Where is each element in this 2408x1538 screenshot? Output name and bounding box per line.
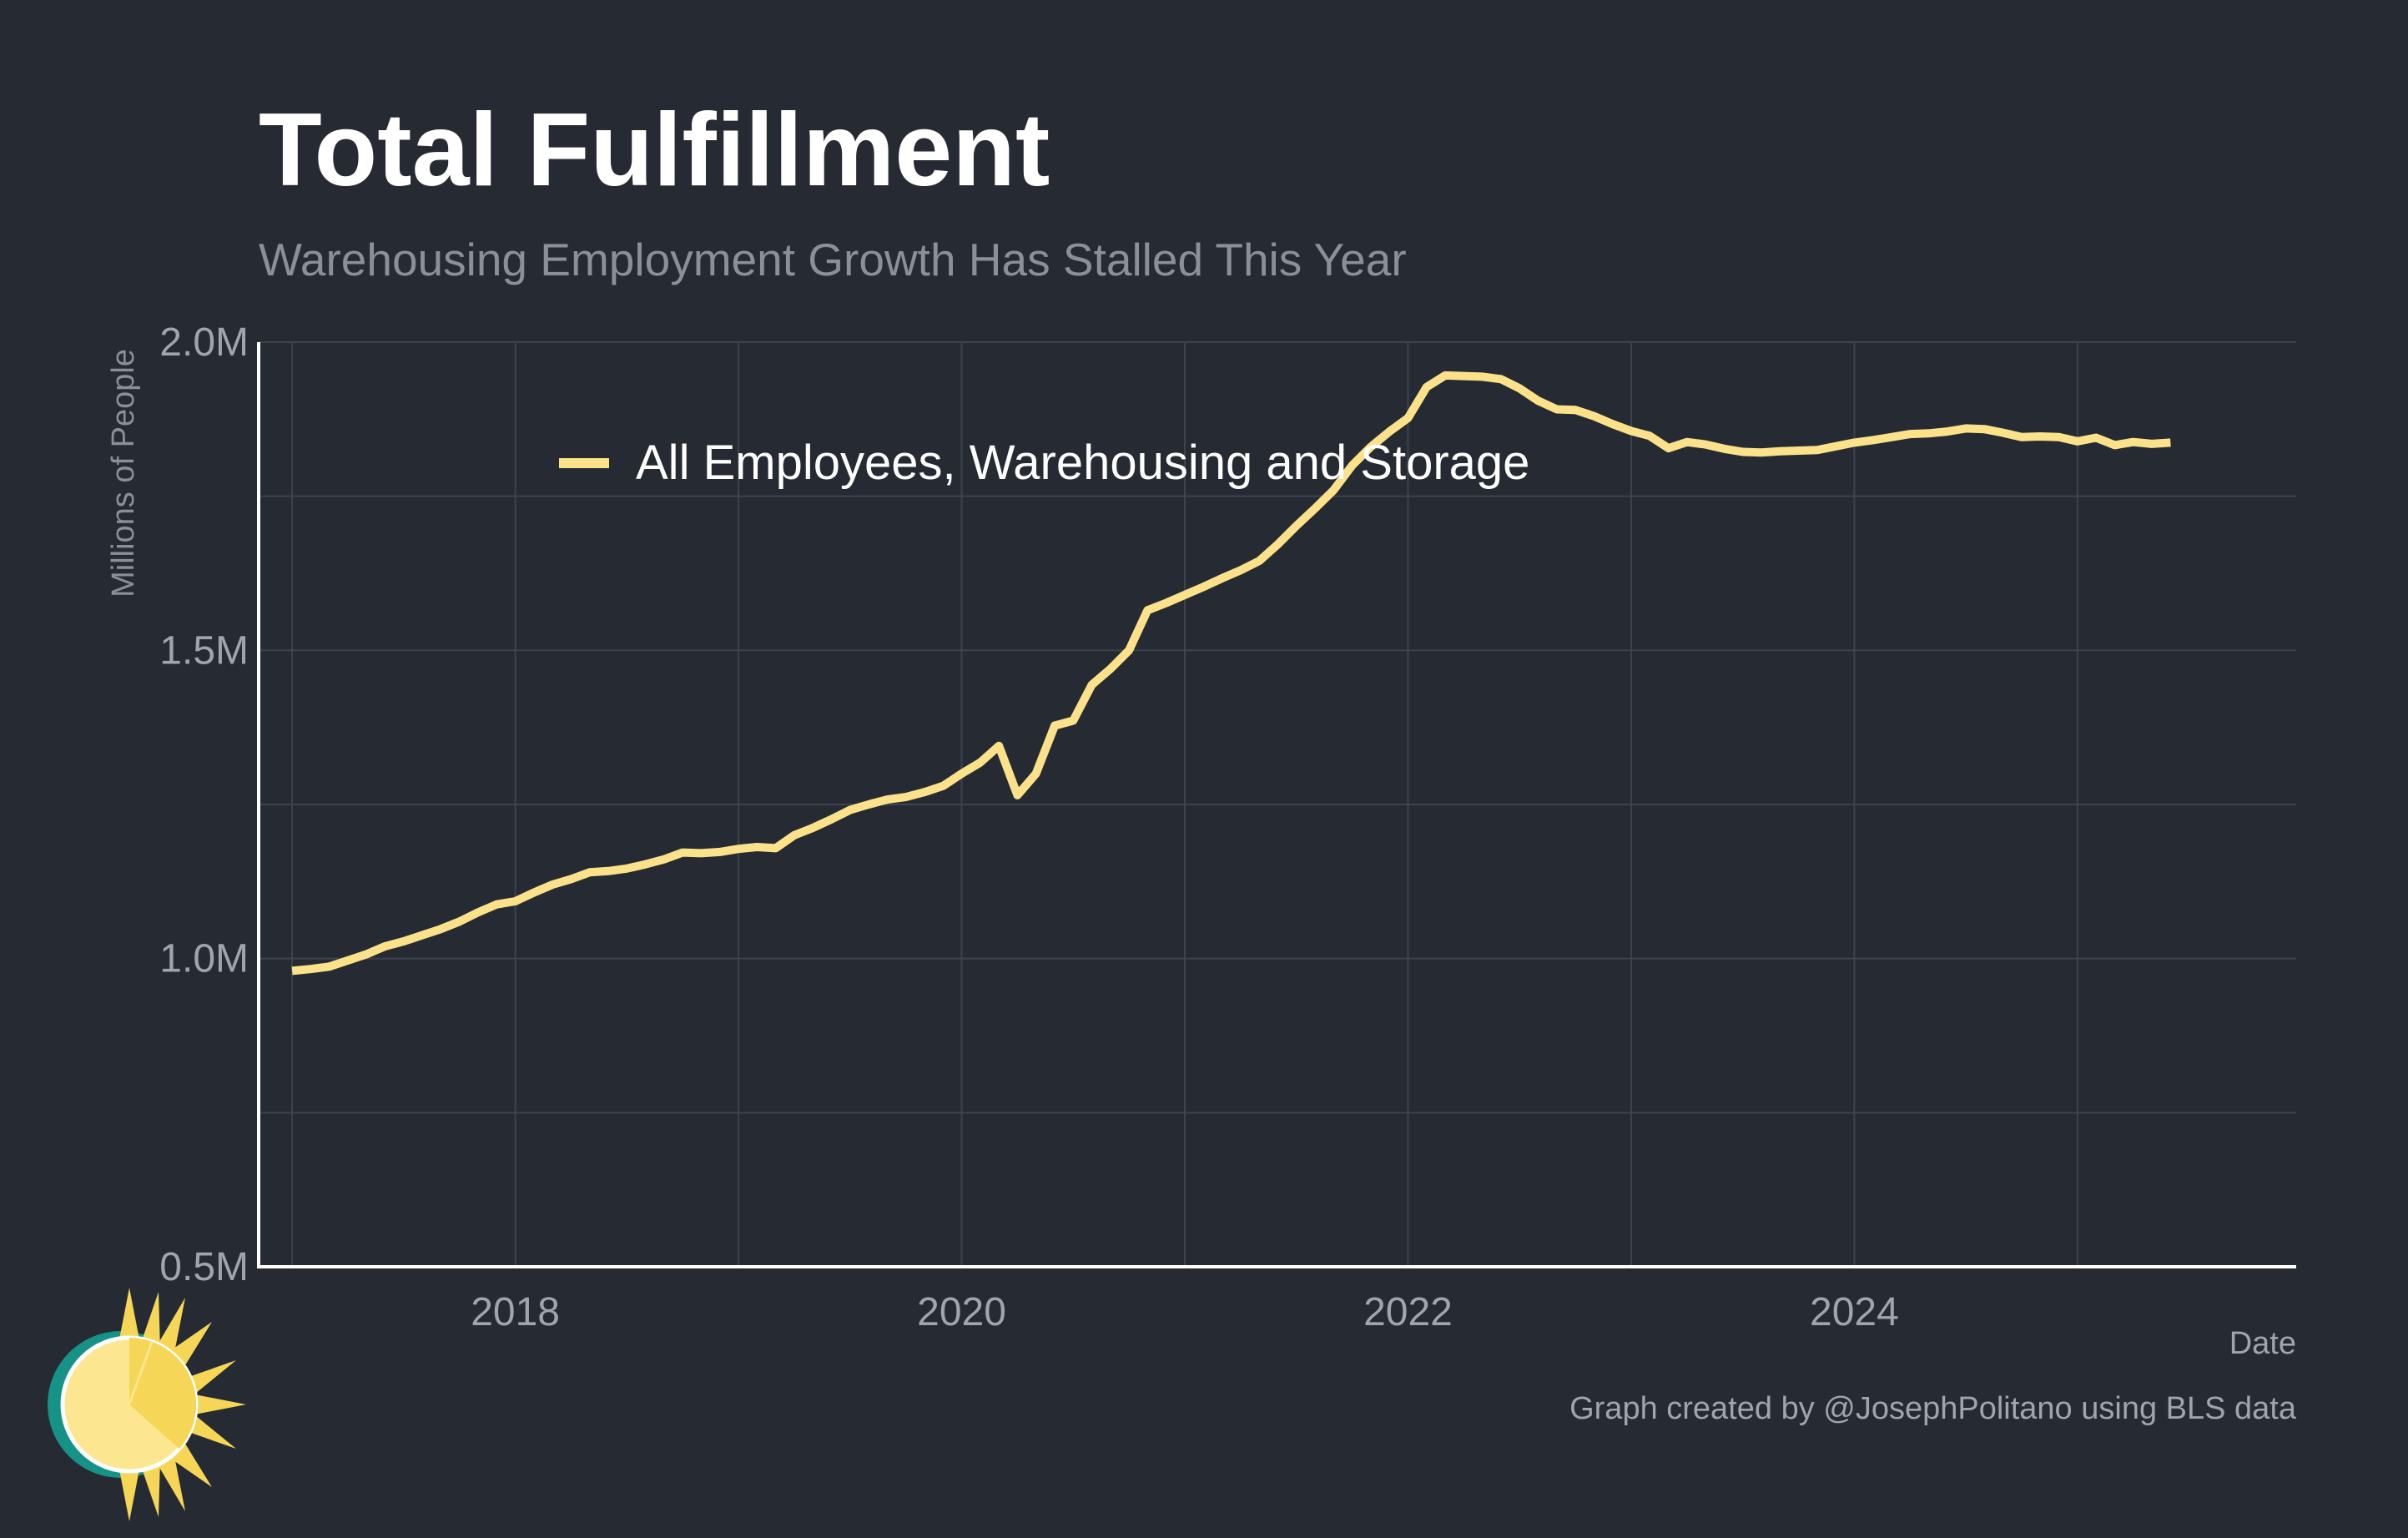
y-tick-label: 0.5M <box>159 1245 249 1289</box>
series-line <box>291 371 2171 976</box>
legend-item-label: All Employees, Warehousing and Storage <box>636 436 1529 490</box>
gridlines <box>259 341 2296 1267</box>
x-axis-label: Date <box>2229 1326 2296 1361</box>
legend: All Employees, Warehousing and Storage <box>559 436 1529 490</box>
chart-subtitle: Warehousing Employment Growth Has Stalle… <box>259 234 1407 285</box>
y-tick-label: 2.0M <box>159 320 249 365</box>
chart-title: Total Fulfillment <box>259 93 1050 208</box>
y-tick-label: 1.5M <box>159 628 249 673</box>
x-tick-label: 2018 <box>471 1290 560 1334</box>
x-tick-label: 2020 <box>917 1290 1006 1334</box>
axes <box>257 342 2296 1268</box>
x-tick-label: 2024 <box>1810 1290 1899 1334</box>
y-axis-label: Millions of People <box>106 349 141 598</box>
x-tick-label: 2022 <box>1363 1290 1453 1334</box>
credit-text: Graph created by @JosephPolitano using B… <box>1569 1391 2297 1426</box>
sun-logo-icon <box>48 1288 246 1521</box>
tick-labels: 2018 2020 2022 2024 0.5M 1.0M 1.5M 2.0M <box>159 320 1899 1334</box>
y-tick-label: 1.0M <box>159 937 249 981</box>
series-lines <box>291 371 2171 976</box>
